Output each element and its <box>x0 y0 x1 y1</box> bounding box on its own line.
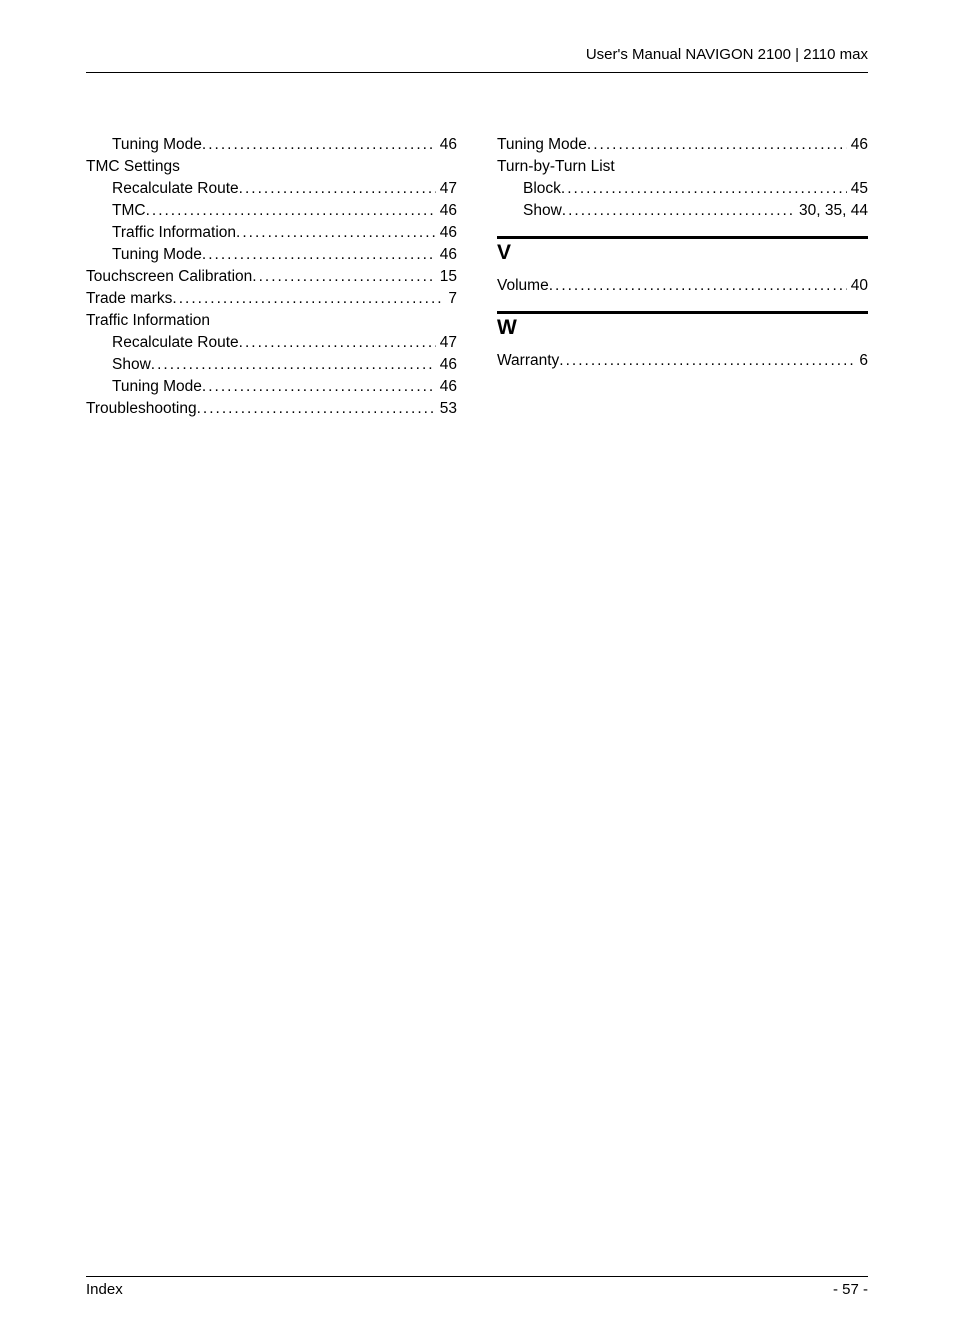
header-rule <box>86 72 868 73</box>
index-entry: Traffic Information.....................… <box>86 310 457 332</box>
index-entry-page: 46 <box>847 134 868 156</box>
index-entry: Tuning Mode.............................… <box>86 376 457 398</box>
index-entry: Traffic Information.....................… <box>86 222 457 244</box>
index-entry-label: Recalculate Route <box>112 178 239 200</box>
index-entry-label: Tuning Mode <box>112 134 202 156</box>
index-entry-leader: ........................................… <box>146 200 436 222</box>
index-entry: Tuning Mode.............................… <box>497 134 868 156</box>
index-entry-page: 6 <box>855 350 868 372</box>
page-footer: Index - 57 - <box>86 1276 868 1298</box>
index-entry: Block...................................… <box>497 178 868 200</box>
index-entry-label: Recalculate Route <box>112 332 239 354</box>
index-right-top-block: Tuning Mode.............................… <box>497 134 868 222</box>
index-entry-label: Troubleshooting <box>86 398 197 420</box>
index-entry: Warranty................................… <box>497 350 868 372</box>
index-entry-page: 7 <box>444 288 457 310</box>
index-entry-leader: ........................................… <box>202 134 436 156</box>
index-entry: Trade marks.............................… <box>86 288 457 310</box>
index-entry: Tuning Mode.............................… <box>86 244 457 266</box>
index-entry-page: 46 <box>436 222 457 244</box>
index-left-column: Tuning Mode.............................… <box>86 134 457 420</box>
index-entry-label: Turn-by-Turn List <box>497 156 615 178</box>
index-entry-page: 45 <box>847 178 868 200</box>
index-entry-leader: ........................................… <box>549 275 847 297</box>
index-columns: Tuning Mode.............................… <box>86 134 868 420</box>
index-entry-page: 46 <box>436 354 457 376</box>
index-entry-label: Traffic Information <box>86 310 210 332</box>
index-entry-page: 46 <box>436 244 457 266</box>
index-entry: Show....................................… <box>497 200 868 222</box>
index-entry-label: Warranty <box>497 350 559 372</box>
index-entry-leader: ........................................… <box>202 376 436 398</box>
index-entry-leader: ........................................… <box>587 134 847 156</box>
index-entry-leader: ........................................… <box>559 350 855 372</box>
index-entry-label: TMC <box>112 200 146 222</box>
index-entry-page: 47 <box>436 178 457 200</box>
header-manual-title: User's Manual NAVIGON 2100 | 2110 max <box>586 46 868 63</box>
index-entry-page: 46 <box>436 134 457 156</box>
index-entry: Show....................................… <box>86 354 457 376</box>
index-entry-leader: ........................................… <box>239 178 436 200</box>
index-entry: TMC Settings............................… <box>86 156 457 178</box>
index-section-w-title: W <box>497 311 868 348</box>
index-entry-leader: ........................................… <box>236 222 436 244</box>
index-entry-page: 40 <box>847 275 868 297</box>
index-entry-label: Tuning Mode <box>112 376 202 398</box>
index-entry-label: Volume <box>497 275 549 297</box>
index-entry-page: 46 <box>436 200 457 222</box>
index-entry: Turn-by-Turn List.......................… <box>497 156 868 178</box>
footer-rule <box>86 1276 868 1277</box>
footer-page-number: - 57 - <box>833 1281 868 1298</box>
index-entry-leader: ........................................… <box>562 200 795 222</box>
footer-row: Index - 57 - <box>86 1281 868 1298</box>
index-entry: TMC.....................................… <box>86 200 457 222</box>
index-entry-page: 15 <box>436 266 457 288</box>
index-entry: Volume..................................… <box>497 275 868 297</box>
index-entry-leader: ........................................… <box>172 288 444 310</box>
index-entry-label: Show <box>112 354 151 376</box>
index-entry-label: TMC Settings <box>86 156 180 178</box>
index-section-v-entries: Volume..................................… <box>497 275 868 297</box>
index-entry-label: Tuning Mode <box>112 244 202 266</box>
index-section-w-entries: Warranty................................… <box>497 350 868 372</box>
index-entry-label: Block <box>523 178 561 200</box>
index-section-v-title: V <box>497 236 868 273</box>
index-entry-leader: ........................................… <box>202 244 436 266</box>
index-entry-label: Touchscreen Calibration <box>86 266 252 288</box>
index-entry-label: Traffic Information <box>112 222 236 244</box>
index-entry-leader: ........................................… <box>239 332 436 354</box>
index-entry-leader: ........................................… <box>561 178 847 200</box>
index-entry: Troubleshooting.........................… <box>86 398 457 420</box>
index-entry: Touchscreen Calibration.................… <box>86 266 457 288</box>
index-entry-leader: ........................................… <box>252 266 435 288</box>
page: User's Manual NAVIGON 2100 | 2110 max Tu… <box>0 0 954 1344</box>
index-entry-label: Show <box>523 200 562 222</box>
page-header: User's Manual NAVIGON 2100 | 2110 max <box>86 46 868 100</box>
footer-section-label: Index <box>86 1281 123 1298</box>
index-entry-page: 47 <box>436 332 457 354</box>
index-entry-label: Tuning Mode <box>497 134 587 156</box>
index-entry-label: Trade marks <box>86 288 172 310</box>
index-entry-leader: ........................................… <box>151 354 436 376</box>
index-entry-page: 53 <box>436 398 457 420</box>
index-entry-page: 46 <box>436 376 457 398</box>
index-entry: Tuning Mode.............................… <box>86 134 457 156</box>
index-right-column: Tuning Mode.............................… <box>497 134 868 420</box>
index-entry-page: 30, 35, 44 <box>795 200 868 222</box>
index-entry-leader: ........................................… <box>197 398 436 420</box>
index-entry: Recalculate Route.......................… <box>86 178 457 200</box>
index-entry: Recalculate Route.......................… <box>86 332 457 354</box>
